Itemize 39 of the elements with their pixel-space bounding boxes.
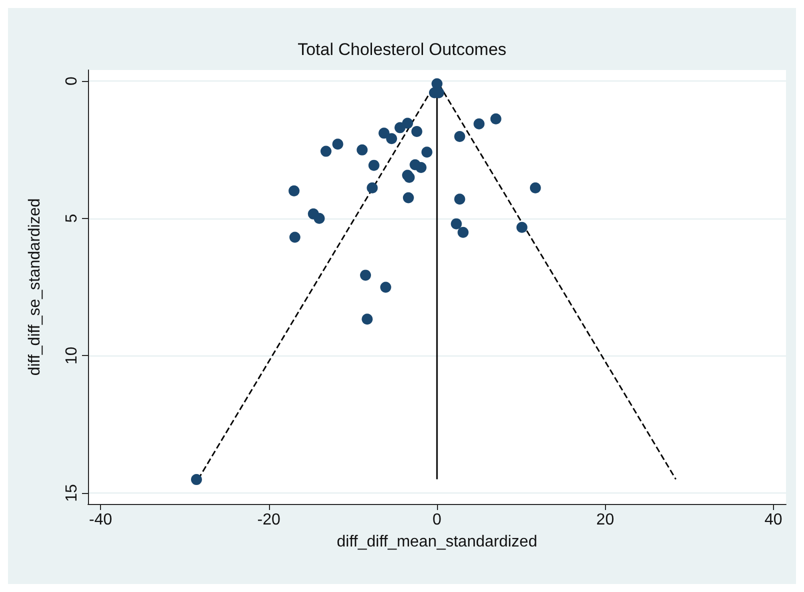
x-tick-label: 40 bbox=[764, 512, 782, 528]
point bbox=[454, 194, 466, 205]
point bbox=[474, 118, 485, 130]
point bbox=[288, 185, 300, 196]
x-axis-title: diff_diff_mean_standardized bbox=[336, 534, 538, 550]
point bbox=[411, 126, 422, 138]
y-tick-label: 15 bbox=[64, 484, 80, 502]
point bbox=[454, 130, 466, 142]
point bbox=[490, 113, 502, 124]
x-tick-label: 20 bbox=[596, 512, 614, 528]
chart-title: Total Cholesterol Outcomes bbox=[298, 40, 506, 59]
point bbox=[289, 232, 300, 243]
point bbox=[458, 226, 469, 238]
point bbox=[402, 192, 414, 204]
point bbox=[368, 160, 380, 171]
point bbox=[516, 222, 528, 233]
x-tick-label: -20 bbox=[257, 512, 280, 528]
point bbox=[332, 138, 344, 150]
y-axis-title: diff_diff_se_standardized bbox=[26, 198, 44, 376]
y-tick-label: 0 bbox=[64, 76, 80, 86]
x-tick-label: 0 bbox=[432, 512, 442, 528]
y-tick-label: 5 bbox=[64, 214, 80, 223]
point bbox=[378, 128, 390, 139]
point bbox=[421, 146, 432, 158]
point bbox=[394, 122, 406, 134]
x-tick-label: -40 bbox=[89, 512, 112, 528]
point bbox=[356, 144, 368, 156]
point bbox=[416, 162, 427, 174]
y-tick-label: 10 bbox=[64, 346, 80, 365]
point bbox=[360, 270, 372, 281]
point bbox=[386, 133, 398, 144]
point bbox=[314, 212, 325, 224]
point bbox=[380, 282, 392, 293]
point bbox=[190, 474, 202, 486]
point bbox=[450, 218, 462, 230]
point bbox=[530, 182, 541, 194]
point bbox=[320, 146, 332, 157]
point bbox=[366, 182, 378, 194]
point bbox=[362, 314, 373, 325]
